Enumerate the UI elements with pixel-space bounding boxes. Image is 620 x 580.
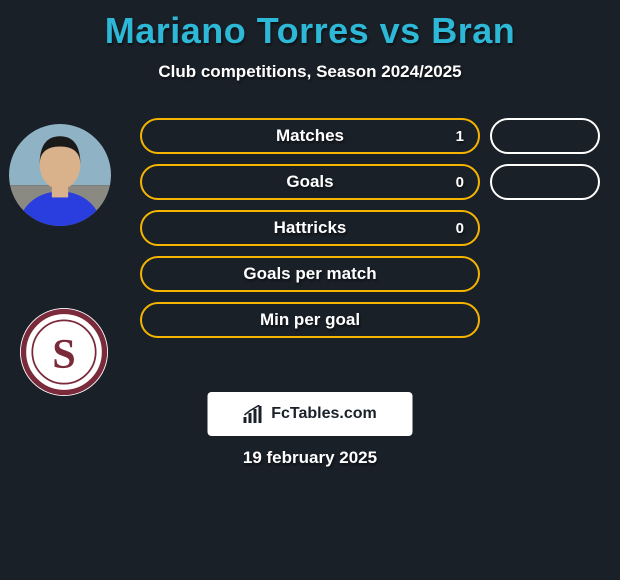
stat-bar-right — [490, 164, 600, 200]
stat-row: Goals 0 — [0, 164, 620, 210]
stat-label: Goals per match — [243, 264, 376, 284]
stat-label: Hattricks — [274, 218, 347, 238]
stat-row: Matches 1 — [0, 118, 620, 164]
stat-value-left: 1 — [456, 128, 464, 145]
page-title: Mariano Torres vs Bran — [0, 0, 620, 52]
subtitle: Club competitions, Season 2024/2025 — [0, 62, 620, 82]
branding-text: FcTables.com — [271, 405, 377, 423]
stat-bar-left: Hattricks 0 — [140, 210, 480, 246]
branding-badge: FcTables.com — [208, 392, 413, 436]
stat-label: Min per goal — [260, 310, 360, 330]
stat-label: Matches — [276, 126, 344, 146]
stat-bar-left: Goals per match — [140, 256, 480, 292]
stats-area: Matches 1 Goals 0 Hattricks 0 Goals per match M… — [0, 118, 620, 348]
chart-icon — [243, 405, 265, 423]
stat-label: Goals — [286, 172, 333, 192]
stat-bar-left: Min per goal — [140, 302, 480, 338]
stat-row: Goals per match — [0, 256, 620, 302]
stat-bar-left: Matches 1 — [140, 118, 480, 154]
stat-row: Hattricks 0 — [0, 210, 620, 256]
stat-value-left: 0 — [456, 174, 464, 191]
stat-value-left: 0 — [456, 220, 464, 237]
stat-row: Min per goal — [0, 302, 620, 348]
comparison-card: Mariano Torres vs Bran Club competitions… — [0, 0, 620, 580]
stat-bar-left: Goals 0 — [140, 164, 480, 200]
footer-date: 19 february 2025 — [0, 448, 620, 468]
stat-bar-right — [490, 118, 600, 154]
